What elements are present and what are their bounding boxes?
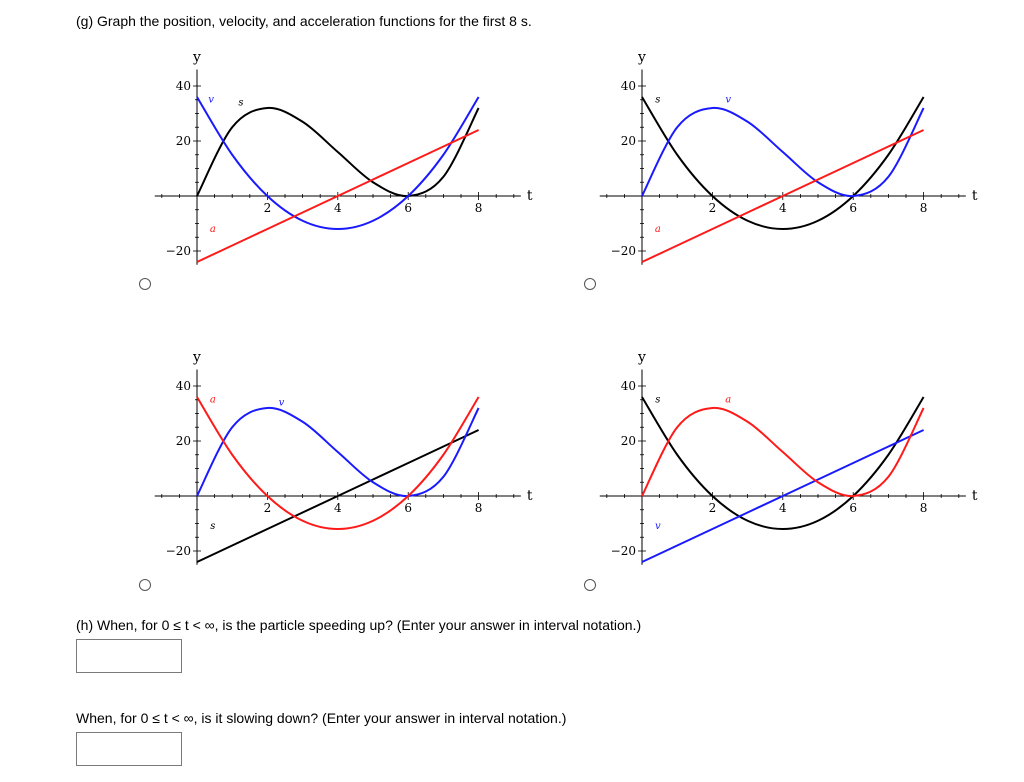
series-a-label: a [655,224,661,235]
series-s-line [196,429,480,563]
y-tick-label: 40 [176,379,191,393]
series-a-line [196,129,480,263]
t-tick-label: 4 [334,501,342,515]
graph-option-4-radio[interactable] [584,579,596,591]
y-tick-label: −20 [611,544,636,558]
t-tick-label: 8 [475,501,483,515]
series-a-label: a [210,395,216,406]
graph-2: 2 4 6 8 −20 20 40y t s v a [599,50,978,265]
series-a-label: a [210,224,216,235]
series-v-line [196,406,480,498]
t-tick-label: 4 [334,201,342,215]
y-axis-label: y [637,50,646,66]
series-s-label: s [210,521,215,532]
y-tick-label: 20 [621,434,636,448]
slowing-down-answer-input[interactable] [76,732,182,766]
y-tick-label: 20 [176,134,191,148]
y-axis-label: y [192,50,201,66]
t-tick-label: 8 [920,201,928,215]
question-h-slowing-text: When, for 0 ≤ t < ∞, is it slowing down?… [76,710,567,726]
graph-4: 2 4 6 8 −20 20 40y t s v a [599,350,978,565]
t-tick-label: 6 [404,501,412,515]
t-tick-label: 6 [849,201,857,215]
series-v-line [641,106,925,198]
t-tick-label: 8 [475,201,483,215]
series-v-label: v [208,95,214,106]
series-v-label: v [655,521,661,532]
graph-option-3-radio[interactable] [139,579,151,591]
t-tick-label: 8 [920,501,928,515]
y-tick-label: 40 [621,379,636,393]
t-tick-label: 6 [404,201,412,215]
series-v-line [196,96,480,231]
graph-3: 2 4 6 8 −20 20 40y t s v a [154,350,533,565]
t-axis-label: t [972,188,978,204]
t-tick-label: 2 [709,501,717,515]
series-a-line [196,396,480,531]
series-s-label: s [655,95,660,106]
y-axis-label: y [192,350,201,366]
t-tick-label: 2 [709,201,717,215]
graph-1: 2 4 6 8 −20 20 40y t s v a [154,50,533,265]
speeding-up-answer-input[interactable] [76,639,182,673]
series-v-line [641,429,925,563]
t-tick-label: 6 [849,501,857,515]
series-v-label: v [279,397,285,408]
graph-option-2-radio[interactable] [584,278,596,290]
t-tick-label: 2 [264,201,272,215]
t-axis-label: t [972,488,978,504]
graph-option-1-radio[interactable] [139,278,151,290]
series-a-line [641,406,925,498]
series-s-label: s [655,395,660,406]
y-axis-label: y [637,350,646,366]
series-v-label: v [725,95,731,106]
series-s-line [196,106,480,198]
question-g-text: (g) Graph the position, velocity, and ac… [76,13,532,29]
y-tick-label: −20 [166,544,191,558]
y-tick-label: 40 [176,79,191,93]
t-tick-label: 4 [779,501,787,515]
series-s-line [641,96,925,231]
t-tick-label: 2 [264,501,272,515]
t-axis-label: t [527,188,533,204]
y-tick-label: 20 [621,134,636,148]
y-tick-label: −20 [611,244,636,258]
series-s-label: s [238,97,243,108]
series-a-label: a [725,395,731,406]
t-axis-label: t [527,488,533,504]
t-tick-label: 4 [779,201,787,215]
y-tick-label: 40 [621,79,636,93]
series-s-line [641,396,925,531]
y-tick-label: 20 [176,434,191,448]
series-a-line [641,129,925,263]
question-h-text: (h) When, for 0 ≤ t < ∞, is the particle… [76,617,642,633]
y-tick-label: −20 [166,244,191,258]
